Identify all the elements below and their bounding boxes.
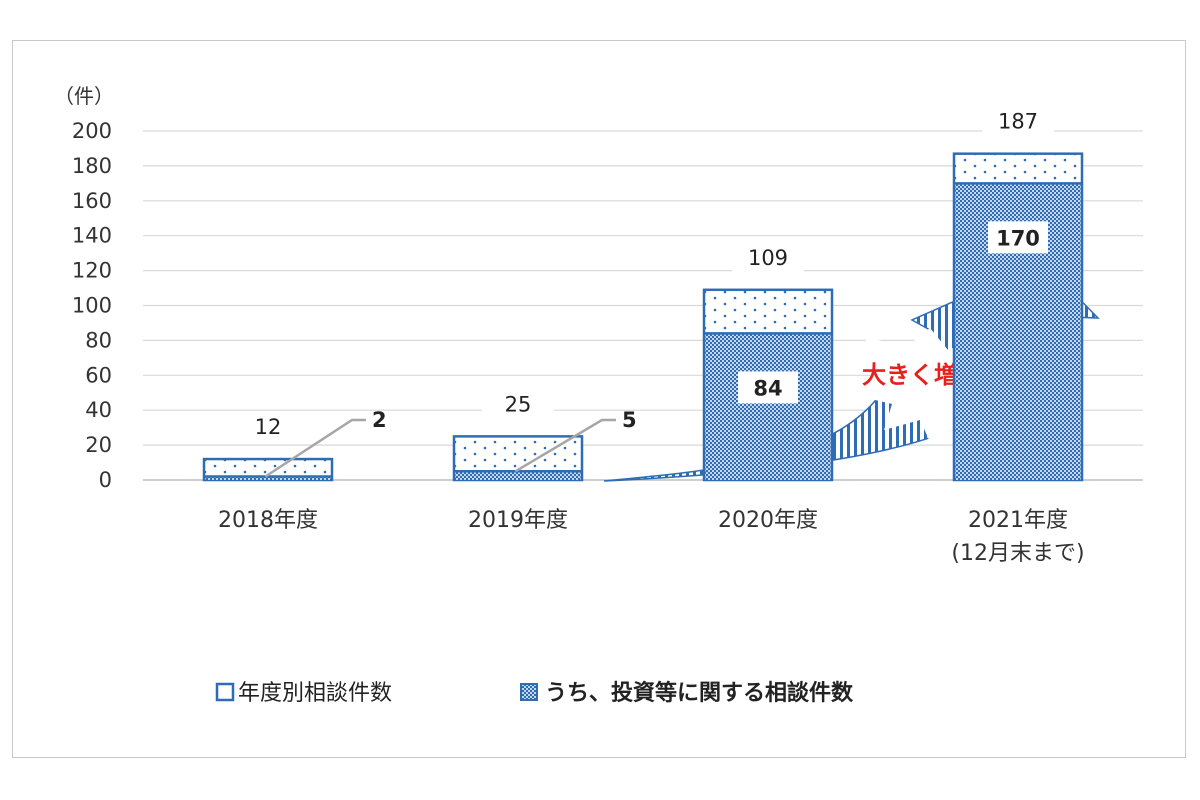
bars-layer [202, 152, 1084, 482]
x-category-label: 2018年度 [218, 508, 318, 533]
total-value-label: 12 [255, 415, 282, 439]
legend: 年度別相談件数 うち、投資等に関する相談件数 [215, 680, 854, 706]
x-category-label: 2019年度 [468, 508, 568, 533]
total-value-label: 187 [998, 110, 1038, 134]
x-category-label: 2021年度 [968, 508, 1068, 533]
bar-investment [205, 476, 331, 480]
legend-label-investment: うち、投資等に関する相談件数 [545, 680, 854, 706]
bar-investment [705, 333, 831, 480]
sub-value-label: 5 [622, 408, 637, 432]
x-category-label: 2020年度 [718, 508, 818, 533]
chart-frame [12, 40, 1186, 758]
sub-value-label: 84 [753, 376, 782, 400]
y-tick-label: 100 [72, 294, 112, 318]
x-axis: 2018年度 2019年度 2020年度 2021年度 (12月末まで) [218, 508, 1085, 566]
legend-swatch-total [215, 682, 235, 702]
sub-label-bg [988, 221, 1048, 254]
labels-layer: 12 2 25 5 109 84 187 170 [232, 105, 1054, 478]
total-label-bg [982, 105, 1054, 136]
y-axis: 0 20 40 60 80 100 120 140 160 180 200 [72, 119, 112, 492]
bar-investment [455, 471, 581, 480]
y-tick-label: 60 [85, 363, 112, 387]
x-category-note: (12月末まで) [951, 541, 1084, 566]
total-value-label: 25 [505, 392, 532, 416]
total-label-bg [482, 388, 554, 419]
y-tick-label: 200 [72, 119, 112, 143]
y-tick-label: 20 [85, 433, 112, 457]
sub-value-label: 170 [996, 226, 1040, 250]
total-label-bg [732, 241, 804, 272]
leader-line [514, 418, 616, 473]
y-tick-label: 140 [72, 224, 112, 248]
y-unit-label: （件） [54, 84, 114, 108]
leader-line [264, 418, 366, 478]
y-tick-label: 160 [72, 189, 112, 213]
legend-swatch-investment [520, 683, 538, 701]
y-tick-label: 80 [85, 328, 112, 352]
total-value-label: 109 [748, 246, 788, 270]
y-tick-label: 120 [72, 259, 112, 283]
y-tick-label: 40 [85, 398, 112, 422]
y-tick-label: 0 [99, 468, 112, 492]
total-label-bg [232, 411, 304, 442]
sub-value-label: 2 [372, 408, 387, 432]
legend-label-total: 年度別相談件数 [238, 681, 392, 706]
y-tick-label: 180 [72, 154, 112, 178]
sub-label-bg [738, 371, 798, 404]
